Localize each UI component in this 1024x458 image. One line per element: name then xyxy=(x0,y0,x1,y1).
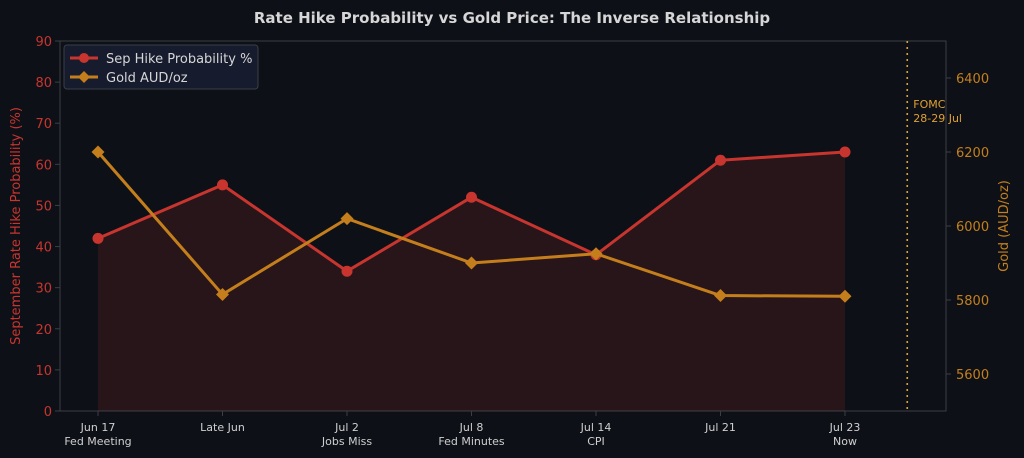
data-point xyxy=(465,256,478,270)
x-tick-label: Fed Minutes xyxy=(438,435,505,448)
x-tick-label: Jul 21 xyxy=(704,421,736,434)
y-right-tick-label: 6000 xyxy=(956,220,989,235)
x-tick-label: Fed Meeting xyxy=(64,435,131,448)
data-point xyxy=(340,212,354,226)
y-right-tick-label: 5600 xyxy=(956,368,989,383)
x-tick-label: Jul 14 xyxy=(580,421,612,434)
x-tick-label: Now xyxy=(833,435,857,448)
legend-box xyxy=(63,44,259,90)
plot-area: 0 10 20 30 40 50 60 70 80 90 September Rate Hike P… xyxy=(9,35,1012,448)
data-point xyxy=(341,265,353,277)
y-right-tick-label: 5800 xyxy=(956,294,989,309)
data-point xyxy=(466,191,477,203)
x-tick-label: CPI xyxy=(587,435,605,448)
data-point xyxy=(589,247,603,261)
y-left-tick-label: 50 xyxy=(35,199,52,214)
legend-entry-label: Gold AUD/oz xyxy=(106,71,188,86)
x-tick-label: Jul 8 xyxy=(459,421,484,434)
y-left-axis-label: September Rate Hike Probability (%) xyxy=(9,107,24,345)
data-point xyxy=(715,154,726,166)
x-tick-label: Jul 23 xyxy=(829,421,861,434)
y-left-tick-label: 10 xyxy=(35,364,52,379)
y-right-tick-label: 6400 xyxy=(956,72,989,87)
x-tick-label: Jun 17 xyxy=(80,421,116,434)
x-tick-label: Jul 2 xyxy=(334,421,359,434)
y-right-tick-label: 6200 xyxy=(956,146,989,161)
y-right-axis-label: Gold (AUD/oz) xyxy=(997,180,1012,272)
legend-entry-label: Sep Hike Probability % xyxy=(106,52,252,67)
series-area-fill xyxy=(98,152,845,411)
y-left-tick-label: 80 xyxy=(35,76,52,91)
data-point xyxy=(216,287,229,301)
y-left-tick-label: 90 xyxy=(35,35,52,50)
data-point xyxy=(92,232,104,244)
y-left-tick-label: 20 xyxy=(35,323,52,338)
data-point xyxy=(714,289,727,303)
data-point xyxy=(839,146,851,158)
y-left-tick-label: 60 xyxy=(35,158,52,173)
data-point xyxy=(217,179,228,191)
x-tick-label: Jobs Miss xyxy=(321,435,372,448)
y-left-tick-label: 70 xyxy=(35,117,52,132)
y-left-tick-label: 30 xyxy=(35,282,52,297)
x-tick-label: Late Jun xyxy=(200,421,245,434)
fomc-annotation-label: FOMC xyxy=(913,98,945,111)
fomc-annotation-label: 28-29 Jul xyxy=(913,112,962,125)
legend-swatch-marker xyxy=(79,53,89,63)
legend-swatch-marker xyxy=(78,71,90,83)
y-left-tick-label: 40 xyxy=(35,241,52,256)
legend: Sep Hike Probability % Gold AUD/oz xyxy=(63,44,259,90)
y-left-tick-label: 0 xyxy=(44,405,52,420)
chart-title: Rate Hike Probability vs Gold Price: The… xyxy=(254,9,771,27)
data-point xyxy=(838,289,852,303)
data-point xyxy=(91,145,105,159)
